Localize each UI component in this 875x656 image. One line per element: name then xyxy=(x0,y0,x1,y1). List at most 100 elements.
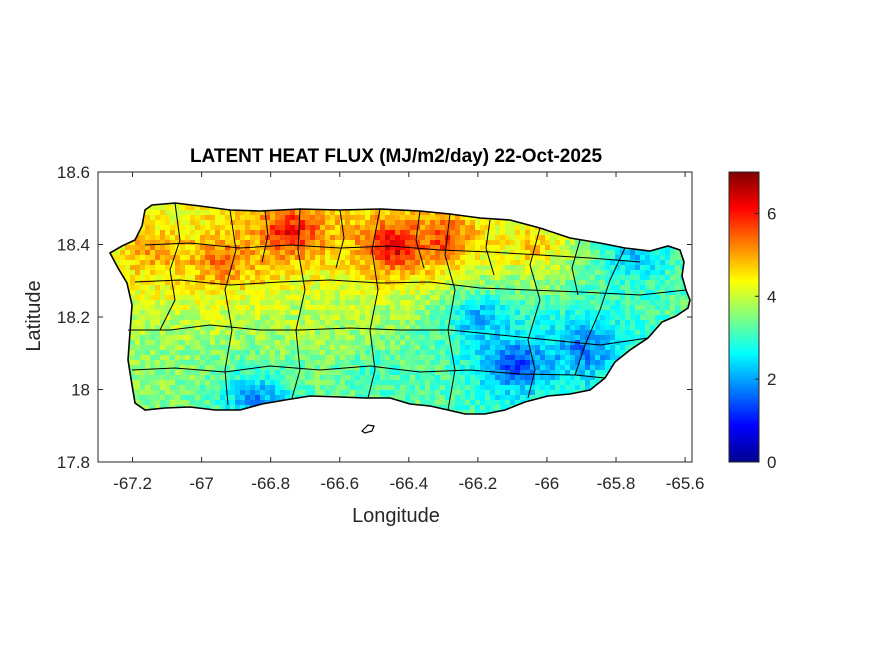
field-cell xyxy=(205,255,211,261)
field-cell xyxy=(515,245,521,251)
field-cell xyxy=(620,275,626,281)
field-cell xyxy=(315,345,321,351)
field-cell xyxy=(410,235,416,241)
field-cell xyxy=(565,370,571,376)
field-cell xyxy=(150,270,156,276)
field-cell xyxy=(305,255,311,261)
field-cell xyxy=(345,315,351,321)
field-cell xyxy=(365,300,371,306)
field-cell xyxy=(450,250,456,256)
field-cell xyxy=(190,390,196,396)
field-cell xyxy=(180,355,186,361)
field-cell xyxy=(200,275,206,281)
field-cell xyxy=(475,325,481,331)
field-cell xyxy=(300,215,306,221)
field-cell xyxy=(575,370,581,376)
field-cell xyxy=(340,210,346,216)
field-cell xyxy=(460,360,466,366)
field-cell xyxy=(585,280,591,286)
field-cell xyxy=(370,340,376,346)
field-cell xyxy=(265,290,271,296)
field-cell xyxy=(255,280,261,286)
field-cell xyxy=(300,315,306,321)
field-cell xyxy=(300,380,306,386)
field-cell xyxy=(225,365,231,371)
field-cell xyxy=(155,280,161,286)
field-cell xyxy=(250,345,256,351)
field-cell xyxy=(170,230,176,236)
field-cell xyxy=(530,245,536,251)
field-cell xyxy=(415,370,421,376)
field-cell xyxy=(140,290,146,296)
field-cell xyxy=(545,255,551,261)
field-cell xyxy=(420,335,426,341)
field-cell xyxy=(345,295,351,301)
field-cell xyxy=(225,210,231,216)
field-cell xyxy=(215,235,221,241)
field-cell xyxy=(170,385,176,391)
field-cell xyxy=(440,355,446,361)
field-cell xyxy=(455,295,461,301)
field-cell xyxy=(535,230,541,236)
field-cell xyxy=(475,255,481,261)
field-cell xyxy=(455,360,461,366)
field-cell xyxy=(190,360,196,366)
field-cell xyxy=(450,395,456,401)
field-cell xyxy=(565,385,571,391)
field-cell xyxy=(240,270,246,276)
field-cell xyxy=(590,340,596,346)
field-cell xyxy=(605,300,611,306)
field-cell xyxy=(415,375,421,381)
field-cell xyxy=(520,255,526,261)
field-cell xyxy=(365,350,371,356)
field-cell xyxy=(390,240,396,246)
field-cell xyxy=(200,330,206,336)
field-cell xyxy=(370,230,376,236)
field-cell xyxy=(150,405,156,411)
field-cell xyxy=(265,340,271,346)
field-cell xyxy=(380,385,386,391)
field-cell xyxy=(470,380,476,386)
field-cell xyxy=(205,220,211,226)
field-cell xyxy=(435,285,441,291)
field-cell xyxy=(580,320,586,326)
field-cell xyxy=(195,255,201,261)
field-cell xyxy=(175,230,181,236)
field-cell xyxy=(445,375,451,381)
field-cell xyxy=(280,260,286,266)
field-cell xyxy=(260,330,266,336)
field-cell xyxy=(295,265,301,271)
field-cell xyxy=(550,245,556,251)
field-cell xyxy=(620,350,626,356)
field-cell xyxy=(150,320,156,326)
field-cell xyxy=(250,320,256,326)
field-cell xyxy=(275,240,281,246)
field-cell xyxy=(130,305,136,311)
field-cell xyxy=(185,310,191,316)
field-cell xyxy=(485,375,491,381)
field-cell xyxy=(315,275,321,281)
field-cell xyxy=(220,375,226,381)
field-cell xyxy=(485,350,491,356)
field-cell xyxy=(265,310,271,316)
field-cell xyxy=(195,230,201,236)
field-cell xyxy=(155,315,161,321)
field-cell xyxy=(475,230,481,236)
field-cell xyxy=(365,365,371,371)
field-cell xyxy=(235,260,241,266)
field-cell xyxy=(295,335,301,341)
field-cell xyxy=(490,355,496,361)
field-cell xyxy=(140,270,146,276)
field-cell xyxy=(370,295,376,301)
field-cell xyxy=(130,335,136,341)
field-cell xyxy=(425,360,431,366)
field-cell xyxy=(280,310,286,316)
field-cell xyxy=(155,370,161,376)
field-cell xyxy=(365,310,371,316)
field-cell xyxy=(185,375,191,381)
field-cell xyxy=(155,240,161,246)
field-cell xyxy=(365,340,371,346)
field-cell xyxy=(645,280,651,286)
field-cell xyxy=(435,390,441,396)
field-cell xyxy=(185,210,191,216)
